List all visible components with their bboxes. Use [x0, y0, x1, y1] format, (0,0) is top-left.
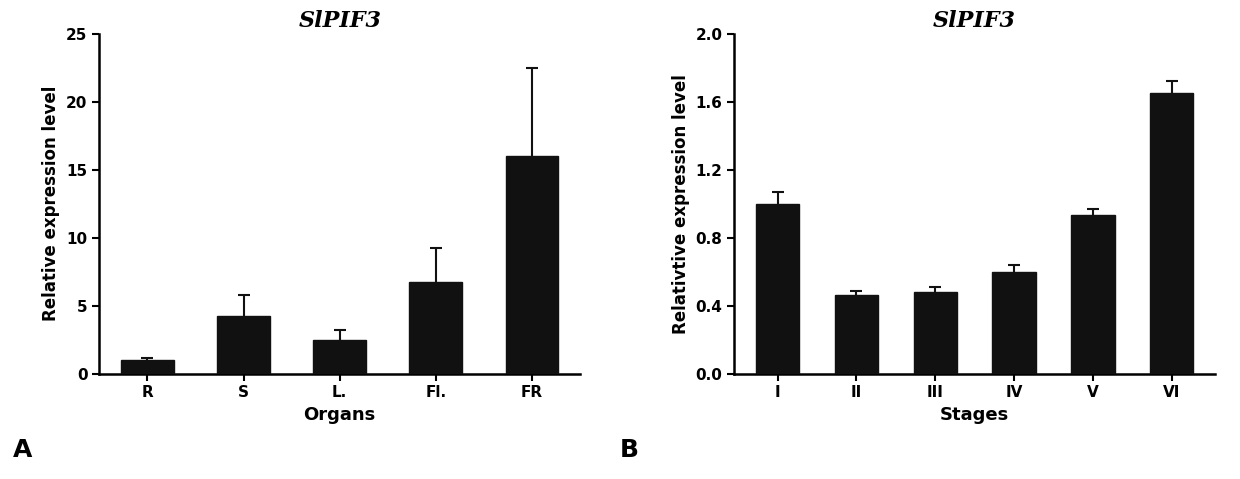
Bar [835, 296, 878, 374]
Text: B: B [620, 438, 639, 462]
Title: SlPIF3: SlPIF3 [298, 10, 381, 32]
Text: A: A [12, 438, 32, 462]
Bar [122, 360, 174, 374]
X-axis label: Stages: Stages [940, 406, 1009, 424]
Bar [409, 283, 463, 374]
Y-axis label: Relative expression level: Relative expression level [42, 86, 61, 321]
Bar [914, 292, 957, 374]
Bar [314, 340, 366, 374]
X-axis label: Organs: Organs [304, 406, 376, 424]
Bar [1149, 93, 1193, 374]
Bar [992, 272, 1035, 374]
Y-axis label: Relativtive expression level: Relativtive expression level [672, 74, 689, 333]
Bar [756, 204, 800, 374]
Bar [1071, 216, 1115, 374]
Bar [506, 156, 558, 374]
Title: SlPIF3: SlPIF3 [934, 10, 1017, 32]
Bar [217, 317, 270, 374]
